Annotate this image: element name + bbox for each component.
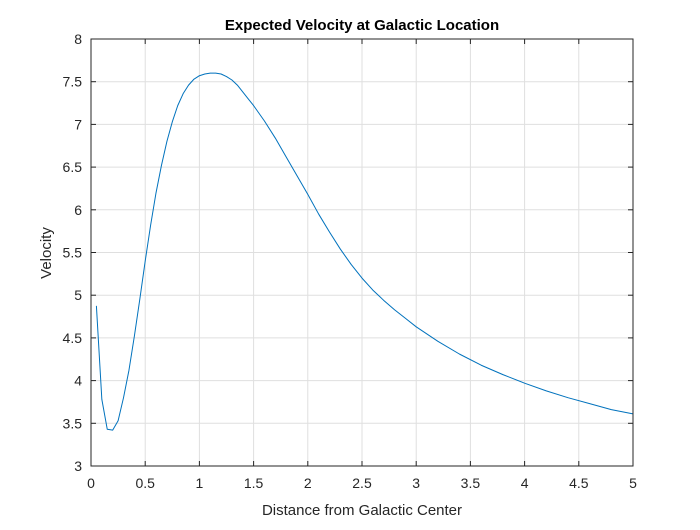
data-point (524, 383, 525, 384)
x-tick-label: 4.5 (569, 475, 589, 491)
x-axis-label: Distance from Galactic Center (262, 502, 462, 519)
data-point (481, 365, 482, 366)
data-point (177, 105, 178, 106)
data-point (199, 75, 200, 76)
data-point (220, 73, 221, 74)
data-point (96, 306, 97, 307)
data-point (172, 121, 173, 122)
data-point (459, 354, 460, 355)
data-point (589, 403, 590, 404)
data-point (405, 318, 406, 319)
data-point (150, 225, 151, 226)
data-point (383, 300, 384, 301)
data-point (567, 397, 568, 398)
data-point (611, 409, 612, 410)
data-point (361, 278, 362, 279)
data-point (437, 341, 438, 342)
series-line (95, 72, 634, 431)
data-point (253, 105, 254, 106)
y-tick-label: 6 (74, 202, 82, 218)
x-tick-label: 3.5 (461, 475, 481, 491)
y-tick-label: 8 (74, 31, 82, 47)
data-point (502, 374, 503, 375)
data-point (101, 399, 102, 400)
data-point (372, 289, 373, 290)
x-tick-label: 3 (412, 475, 420, 491)
data-point (134, 336, 135, 337)
data-point (210, 73, 211, 74)
data-point (416, 326, 417, 327)
data-point (231, 79, 232, 80)
data-point (351, 264, 352, 265)
x-tick-label: 0.5 (135, 475, 155, 491)
data-point (242, 91, 243, 92)
data-point (318, 213, 319, 214)
data-point (215, 73, 216, 74)
x-tick-label: 5 (629, 475, 637, 491)
data-point (123, 397, 124, 398)
y-tick-label: 5.5 (63, 245, 83, 261)
x-tick-label: 2 (304, 475, 312, 491)
data-point (307, 194, 308, 195)
series-layer (95, 72, 634, 431)
ticks: 0 0.5 1 1.5 2 2.5 3 3.5 4 4.5 5 3 3.5 4 4.5 5 5.5 6 6.5 7 7.… (63, 31, 638, 491)
y-tick-label: 3 (74, 458, 82, 474)
x-tick-label: 1 (196, 475, 204, 491)
data-point (204, 73, 205, 74)
data-point (546, 390, 547, 391)
data-point (112, 430, 113, 431)
data-point (166, 141, 167, 142)
data-point (296, 175, 297, 176)
x-tick-label: 2.5 (352, 475, 372, 491)
data-point (118, 420, 119, 421)
y-tick-label: 7 (74, 116, 82, 132)
data-point (145, 260, 146, 261)
data-point (188, 85, 189, 86)
x-tick-label: 1.5 (244, 475, 264, 491)
y-tick-label: 4.5 (63, 330, 83, 346)
data-point (128, 370, 129, 371)
data-point (237, 85, 238, 86)
grid (90, 38, 634, 467)
chart-title: Expected Velocity at Galactic Location (225, 17, 499, 34)
data-point (226, 76, 227, 77)
data-point (248, 98, 249, 99)
data-point (275, 137, 276, 138)
data-point (183, 93, 184, 94)
y-tick-label: 6.5 (63, 159, 83, 175)
data-point (394, 309, 395, 310)
data-point (286, 156, 287, 157)
y-axis-label: Velocity (38, 227, 55, 279)
data-point (264, 120, 265, 121)
y-tick-label: 5 (74, 287, 82, 303)
data-point (193, 79, 194, 80)
y-tick-label: 3.5 (63, 415, 83, 431)
y-tick-label: 4 (74, 373, 82, 389)
data-point (329, 231, 330, 232)
data-point (139, 299, 140, 300)
y-tick-label: 7.5 (63, 74, 83, 90)
x-tick-label: 4 (521, 475, 529, 491)
data-point (107, 429, 108, 430)
data-point (340, 248, 341, 249)
data-point (161, 165, 162, 166)
data-point (155, 192, 156, 193)
x-tick-label: 0 (87, 475, 95, 491)
